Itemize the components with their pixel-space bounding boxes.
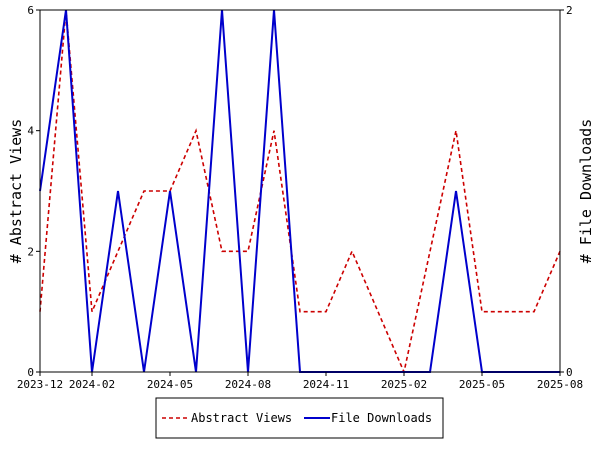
x-tick-label: 2024-02	[69, 378, 115, 391]
legend: Abstract Views File Downloads	[155, 397, 444, 439]
x-tick-label: 2025-02	[381, 378, 427, 391]
series-layer	[39, 9, 561, 375]
plot-frame	[39, 9, 561, 373]
y-right-tick-label: 2	[566, 4, 573, 17]
x-tick-label: 2023-12	[17, 378, 63, 391]
y-left-tick-label: 2	[27, 245, 34, 258]
ticks-layer: 2023-12 2024-02 2024-05 2024-08 2024-11 2025-…	[17, 4, 583, 391]
legend-label-abstract-views: Abstract Views	[191, 411, 292, 425]
x-tick-label: 2024-08	[225, 378, 271, 391]
x-tick-label: 2025-05	[459, 378, 505, 391]
series-line-abstract-views	[39, 9, 561, 375]
y-left-tick-label: 4	[27, 125, 34, 138]
x-tick-label: 2025-08	[537, 378, 583, 391]
y-left-tick-label: 0	[27, 366, 34, 379]
y-left-tick-label: 6	[27, 4, 34, 17]
legend-box	[155, 397, 444, 439]
series-line-file-downloads	[39, 9, 560, 373]
y-axis-left-title: # Abstract Views	[7, 119, 25, 264]
x-tick-label: 2024-05	[147, 378, 193, 391]
x-tick-label: 2024-11	[303, 378, 349, 391]
y-right-tick-label: 0	[566, 366, 573, 379]
legend-label-file-downloads: File Downloads	[331, 411, 432, 425]
y-axis-right-title: # File Downloads	[577, 119, 595, 264]
